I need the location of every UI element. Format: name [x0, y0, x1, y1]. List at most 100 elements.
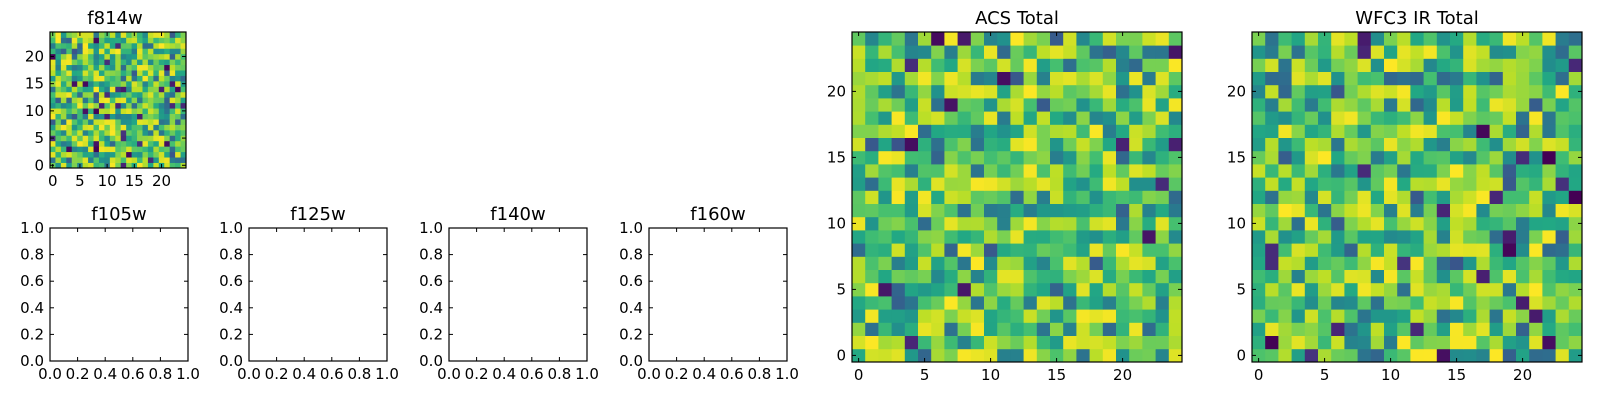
- heatmap-cell: [55, 48, 62, 55]
- heatmap-cell: [1265, 230, 1279, 244]
- heatmap-cell: [175, 64, 181, 71]
- heatmap-cell: [137, 80, 143, 87]
- heatmap-cell: [1023, 111, 1038, 125]
- heatmap-cell: [164, 129, 171, 136]
- heatmap-cell: [1102, 84, 1117, 99]
- heatmap-cell: [1370, 111, 1385, 125]
- heatmap-cell: [1168, 243, 1183, 257]
- heatmap-cell: [984, 243, 998, 257]
- heatmap-cell: [66, 157, 73, 163]
- heatmap-cell: [1142, 335, 1156, 350]
- heatmap-cell: [1102, 348, 1117, 363]
- heatmap-cell: [1384, 164, 1398, 178]
- heatmap-cell: [1463, 71, 1477, 86]
- heatmap-cell: [1102, 203, 1117, 218]
- heatmap-cell: [147, 70, 154, 76]
- heatmap-cell: [931, 269, 945, 284]
- heatmap-cell: [1384, 45, 1398, 59]
- axes-frame-f160w: [648, 227, 788, 362]
- heatmap-cell: [1304, 150, 1319, 165]
- heatmap-cell: [1436, 243, 1451, 257]
- x-tick-label: 0.4: [492, 365, 516, 383]
- heatmap-cell: [1555, 150, 1570, 165]
- heatmap-cell: [1304, 348, 1319, 363]
- heatmap-cell: [77, 135, 84, 142]
- heatmap-cell: [1450, 111, 1464, 125]
- heatmap-cell: [1168, 150, 1183, 165]
- heatmap-cell: [147, 53, 154, 60]
- heatmap-cell: [1291, 137, 1306, 152]
- heatmap-cell: [1089, 45, 1104, 59]
- heatmap-cell: [55, 140, 62, 147]
- heatmap-cell: [1542, 124, 1556, 138]
- heatmap-cell: [158, 113, 165, 120]
- heatmap-cell: [1050, 84, 1064, 99]
- heatmap-cell: [1023, 45, 1038, 59]
- heatmap-cell: [1318, 58, 1332, 72]
- x-tick-label: 0.0: [38, 365, 62, 383]
- heatmap-cell: [1476, 335, 1490, 350]
- heatmap-cell: [164, 37, 171, 44]
- heatmap-cell: [1010, 216, 1024, 231]
- heatmap-cell: [1291, 124, 1306, 138]
- heatmap-cell: [50, 59, 56, 66]
- heatmap-cell: [1278, 124, 1292, 138]
- heatmap-cell: [1278, 296, 1292, 310]
- heatmap-cell: [1397, 111, 1411, 125]
- heatmap-cell: [1529, 282, 1543, 297]
- heatmap-cell: [60, 48, 67, 55]
- heatmap-cell: [66, 75, 73, 82]
- heatmap-cell: [1370, 335, 1385, 350]
- heatmap-cell: [1331, 137, 1345, 152]
- heatmap-cell: [1568, 150, 1583, 165]
- heatmap-cell: [1265, 243, 1279, 257]
- x-tick-label: 10: [98, 172, 117, 190]
- heatmap-cell: [1142, 32, 1156, 46]
- heatmap-cell: [1050, 71, 1064, 86]
- heatmap-cell: [1036, 243, 1051, 257]
- heatmap-cell: [126, 37, 132, 44]
- heatmap-cell: [891, 203, 906, 218]
- y-tick-label: 15: [25, 75, 44, 93]
- heatmap-cell: [878, 309, 892, 323]
- heatmap-cell: [1155, 282, 1170, 297]
- heatmap-cell: [1542, 296, 1556, 310]
- heatmap-cell: [93, 37, 100, 44]
- heatmap-cell: [997, 256, 1011, 270]
- axes-frame-f105w: [49, 227, 189, 362]
- heatmap-cell: [126, 59, 132, 66]
- heatmap-cell: [55, 59, 62, 66]
- heatmap-cell: [142, 86, 149, 93]
- heatmap-cell: [852, 124, 866, 138]
- heatmap-cell: [137, 162, 143, 169]
- heatmap-cell: [1384, 150, 1398, 165]
- heatmap-cell: [1568, 243, 1583, 257]
- heatmap-cell: [865, 190, 879, 204]
- heatmap-cell: [1555, 32, 1570, 46]
- heatmap-cell: [1318, 203, 1332, 218]
- heatmap-cell: [1344, 322, 1358, 336]
- heatmap-cell: [1036, 348, 1051, 363]
- heatmap-cell: [1076, 243, 1090, 257]
- heatmap-cell: [1076, 45, 1090, 59]
- heatmap-cell: [1542, 111, 1556, 125]
- heatmap-cell: [852, 322, 866, 336]
- heatmap-cell: [1463, 335, 1477, 350]
- heatmap-cell: [1023, 98, 1038, 112]
- heatmap-cell: [1397, 32, 1411, 46]
- heatmap-cell: [1436, 309, 1451, 323]
- heatmap-cell: [957, 309, 972, 323]
- y-tick-label: 0.6: [419, 272, 443, 290]
- heatmap-cell: [137, 124, 143, 131]
- heatmap-cell: [55, 151, 62, 158]
- heatmap-cell: [984, 58, 998, 72]
- heatmap-cell: [120, 97, 127, 104]
- heatmap-cell: [1397, 71, 1411, 86]
- heatmap-cell: [164, 151, 171, 158]
- heatmap-cell: [1076, 111, 1090, 125]
- heatmap-cell: [1318, 150, 1332, 165]
- heatmap-cell: [1436, 58, 1451, 72]
- heatmap-cell: [1463, 45, 1477, 59]
- heatmap-cell: [1063, 58, 1077, 72]
- heatmap-cell: [1102, 230, 1117, 244]
